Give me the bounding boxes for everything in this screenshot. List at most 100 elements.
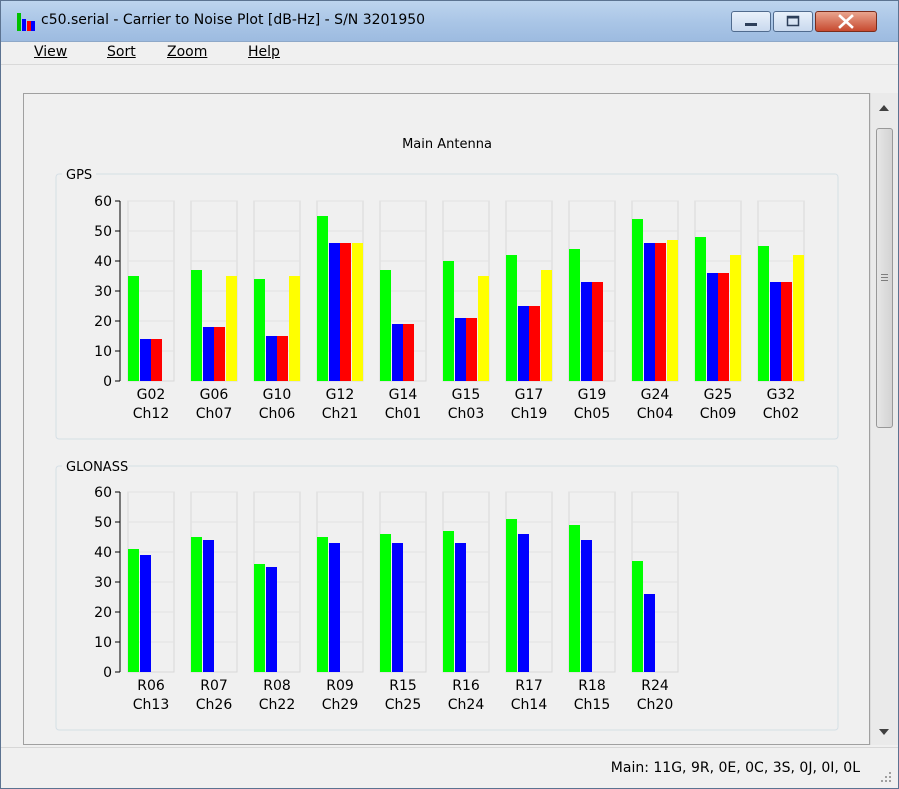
glonass-bar: [632, 561, 643, 672]
gps-y-tick-label: 60: [94, 194, 112, 210]
glonass-sv-label: R15: [389, 678, 417, 694]
minimize-button[interactable]: [731, 11, 771, 32]
gps-bar: [718, 273, 729, 381]
gps-bar: [506, 255, 517, 381]
grip-line: [881, 274, 888, 275]
gps-bar: [289, 276, 300, 381]
gps-channel-label: Ch04: [637, 406, 674, 422]
glonass-channel-label: Ch22: [259, 697, 295, 713]
window-title: c50.serial - Carrier to Noise Plot [dB-H…: [41, 12, 426, 28]
menu-zoom-label: Zoom: [167, 44, 208, 60]
maximize-button[interactable]: [773, 11, 813, 32]
gps-sv-label: G14: [389, 387, 418, 403]
gps-bar: [581, 282, 592, 381]
glonass-bar: [644, 594, 655, 672]
status-bar: Main: 11G, 9R, 0E, 0C, 3S, 0J, 0I, 0L: [1, 747, 898, 788]
scroll-down-arrow-icon[interactable]: [879, 729, 889, 735]
gps-bar: [254, 279, 265, 381]
glonass-y-tick-label: 50: [94, 515, 112, 531]
close-icon: [838, 14, 854, 29]
menu-help-label: Help: [248, 44, 280, 60]
glonass-sv-label: R09: [326, 678, 354, 694]
gps-bar: [695, 237, 706, 381]
gps-channel-label: Ch21: [322, 406, 358, 422]
app-icon: [17, 13, 35, 31]
gps-group-box: [55, 173, 839, 440]
gps-bar: [644, 243, 655, 381]
glonass-y-tick-label: 40: [94, 545, 112, 561]
gps-channel-label: Ch01: [385, 406, 421, 422]
status-text: Main: 11G, 9R, 0E, 0C, 3S, 0J, 0I, 0L: [610, 760, 860, 776]
gps-sv-label: G32: [767, 387, 796, 403]
glonass-bar: [254, 564, 265, 672]
glonass-sv-label: R18: [578, 678, 606, 694]
gps-bar: [443, 261, 454, 381]
glonass-channel-label: Ch25: [385, 697, 421, 713]
gps-channel-label: Ch07: [196, 406, 232, 422]
gps-bar: [478, 276, 489, 381]
glonass-bar: [140, 555, 151, 672]
gps-bar: [352, 243, 363, 381]
scrollbar-thumb[interactable]: [876, 128, 893, 428]
glonass-y-tick-label: 10: [94, 635, 112, 651]
gps-channel-label: Ch02: [763, 406, 799, 422]
gps-channel-label: Ch05: [574, 406, 610, 422]
glonass-bar: [128, 549, 139, 672]
title-bar[interactable]: c50.serial - Carrier to Noise Plot [dB-H…: [1, 1, 898, 42]
gps-bar: [667, 240, 678, 381]
glonass-channel-label: Ch13: [133, 697, 169, 713]
minimize-icon: [745, 23, 757, 26]
glonass-sv-label: R16: [452, 678, 480, 694]
gps-bar: [758, 246, 769, 381]
menu-view[interactable]: View: [34, 44, 67, 60]
glonass-title-bg: [62, 458, 128, 474]
gps-sv-label: G02: [137, 387, 166, 403]
gps-bar: [277, 336, 288, 381]
menu-help[interactable]: Help: [248, 44, 280, 60]
gps-bar: [655, 243, 666, 381]
gps-bar: [730, 255, 741, 381]
glonass-channel-label: Ch24: [448, 697, 485, 713]
gps-sv-label: G15: [452, 387, 481, 403]
glonass-bar: [317, 537, 328, 672]
gps-sv-label: G12: [326, 387, 355, 403]
glonass-bar: [518, 534, 529, 672]
gps-bar: [632, 219, 643, 381]
menu-zoom[interactable]: Zoom: [167, 44, 207, 60]
glonass-bar: [191, 537, 202, 672]
gps-y-tick-label: 0: [103, 374, 112, 390]
gps-bar: [518, 306, 529, 381]
vertical-scrollbar[interactable]: [870, 93, 898, 745]
close-button[interactable]: [815, 11, 877, 32]
glonass-bar: [203, 540, 214, 672]
glonass-channel-label: Ch26: [196, 697, 233, 713]
gps-y-tick-label: 50: [94, 224, 112, 240]
glonass-channel-label: Ch15: [574, 697, 610, 713]
gps-y-tick-label: 10: [94, 344, 112, 360]
gps-channel-label: Ch12: [133, 406, 169, 422]
size-grip-icon[interactable]: [880, 771, 892, 783]
gps-sv-label: G24: [641, 387, 670, 403]
gps-y-tick-label: 30: [94, 284, 112, 300]
glonass-bar: [329, 543, 340, 672]
gps-sv-label: G25: [704, 387, 733, 403]
glonass-sv-label: R06: [137, 678, 165, 694]
glonass-bar: [266, 567, 277, 672]
gps-sv-label: G19: [578, 387, 607, 403]
menu-sort[interactable]: Sort: [107, 44, 136, 60]
gps-bar: [781, 282, 792, 381]
gps-bar: [317, 216, 328, 381]
gps-bar: [128, 276, 139, 381]
menu-view-label: View: [34, 44, 68, 60]
grip-line: [881, 277, 888, 278]
glonass-sv-label: R08: [263, 678, 291, 694]
grip-line: [881, 280, 888, 281]
scroll-up-arrow-icon[interactable]: [879, 105, 889, 111]
glonass-bar: [569, 525, 580, 672]
gps-bar: [151, 339, 162, 381]
glonass-sv-label: R07: [200, 678, 228, 694]
gps-channel-label: Ch03: [448, 406, 484, 422]
gps-bar: [569, 249, 580, 381]
glonass-y-tick-label: 20: [94, 605, 112, 621]
glonass-chart: GLONASS 0 10 20 30 40 50 60 R06 Ch13 R07 Ch26 R08 Ch2…: [55, 458, 839, 731]
